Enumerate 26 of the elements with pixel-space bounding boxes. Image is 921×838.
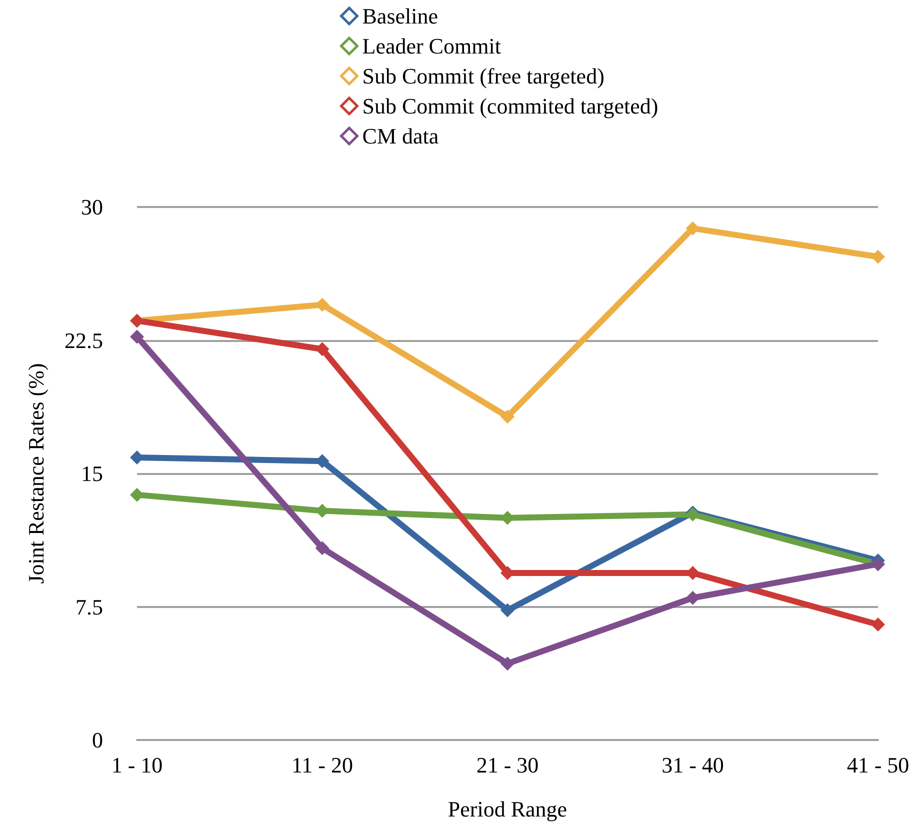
y-tick-label: 0 bbox=[92, 728, 103, 752]
y-tick-label: 7.5 bbox=[76, 594, 103, 620]
point bbox=[500, 410, 514, 424]
x-tick-label: 11 - 20 bbox=[291, 752, 354, 778]
y-tick-label: 22.5 bbox=[64, 328, 103, 353]
point bbox=[500, 603, 514, 618]
point bbox=[871, 618, 885, 632]
x-tick-label: 1 - 10 bbox=[111, 752, 163, 778]
point bbox=[871, 250, 885, 264]
point bbox=[315, 541, 330, 556]
point bbox=[686, 221, 700, 236]
x-tick-label: 21 - 30 bbox=[476, 752, 539, 778]
point bbox=[500, 656, 514, 671]
y-tick-label: 15 bbox=[81, 461, 103, 486]
x-tick-label: 31 - 40 bbox=[662, 752, 724, 778]
legend-label: CM data bbox=[362, 124, 439, 148]
y-axis-title: Joint Restance Rates (%) bbox=[24, 363, 48, 584]
y-tick-label: 30 bbox=[81, 194, 103, 220]
legend-label: Leader Commit bbox=[362, 34, 501, 58]
point bbox=[315, 342, 330, 356]
point bbox=[130, 330, 144, 344]
legend-label: Baseline bbox=[362, 4, 438, 28]
legend-label: Sub Commit (free targeted) bbox=[362, 64, 604, 88]
x-tick-label: 41 - 50 bbox=[846, 752, 910, 778]
x-axis-title: Period Range bbox=[448, 796, 568, 822]
legend-label: Sub Commit (commited targeted) bbox=[362, 94, 658, 118]
